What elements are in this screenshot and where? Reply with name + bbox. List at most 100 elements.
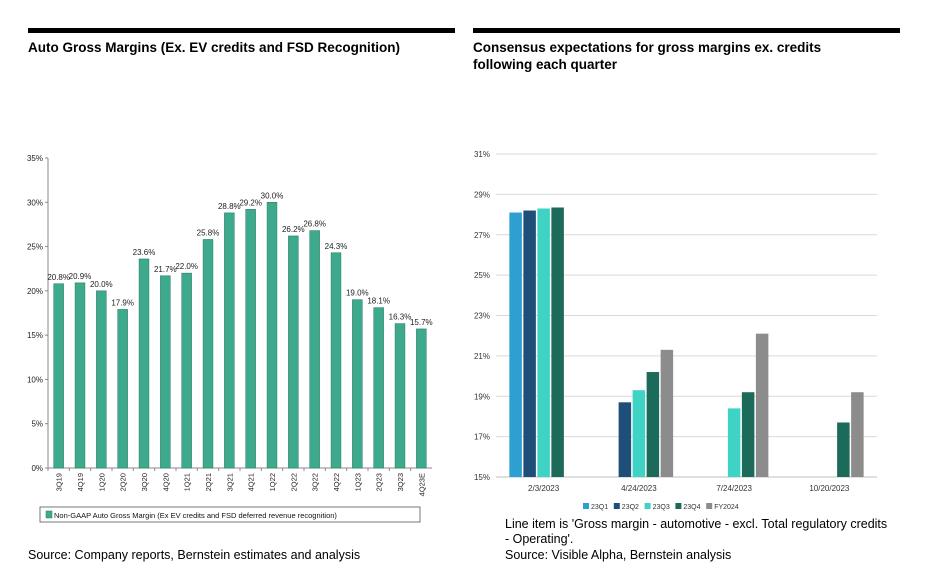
x-tick-label: 3Q21 — [225, 473, 234, 491]
right-source-note: Source: Visible Alpha, Bernstein analysi… — [505, 548, 732, 562]
bar — [523, 210, 536, 477]
y-tick-label: 20% — [27, 287, 43, 296]
data-label: 15.7% — [410, 318, 433, 327]
y-tick-label: 15% — [474, 473, 490, 482]
y-tick-label: 30% — [27, 198, 43, 207]
x-tick-label: 2Q22 — [289, 473, 298, 491]
x-tick-label: 7/24/2023 — [716, 484, 752, 493]
data-label: 24.3% — [325, 242, 348, 251]
bar — [727, 408, 741, 477]
bar — [117, 309, 128, 469]
bar — [181, 272, 192, 469]
bar — [851, 392, 864, 477]
bar — [266, 201, 278, 469]
legend-swatch — [613, 503, 620, 509]
right-note-line1: Line item is 'Gross margin - automotive … — [505, 517, 888, 531]
y-tick-label: 35% — [27, 154, 43, 163]
y-tick-label: 17% — [474, 433, 490, 442]
bar — [837, 422, 850, 477]
bar — [138, 258, 150, 469]
left-source-note: Source: Company reports, Bernstein estim… — [28, 548, 361, 562]
y-tick-label: 21% — [474, 352, 490, 361]
data-label: 22.0% — [175, 262, 198, 271]
bar — [416, 328, 427, 469]
bar — [160, 275, 171, 469]
y-tick-label: 25% — [474, 271, 490, 280]
data-label: 16.3% — [389, 313, 412, 322]
bar — [53, 283, 64, 469]
bar — [537, 208, 550, 477]
bar — [74, 282, 86, 469]
x-tick-label: 4Q23E — [417, 473, 426, 496]
x-tick-label: 1Q21 — [183, 473, 192, 491]
bar — [224, 212, 235, 469]
y-tick-label: 27% — [474, 231, 490, 240]
data-label: 19.0% — [346, 289, 369, 298]
x-tick-label: 2/3/2023 — [528, 484, 560, 493]
bar — [632, 390, 646, 477]
legend-swatch — [45, 510, 53, 519]
legend-box — [39, 506, 421, 523]
bar — [373, 307, 384, 469]
data-label: 20.9% — [69, 272, 92, 281]
data-label: 20.8% — [47, 273, 70, 282]
x-tick-label: 2Q23 — [375, 473, 384, 491]
bar — [618, 402, 632, 477]
y-tick-label: 10% — [27, 375, 43, 384]
right-chart-title-line2: following each quarter — [473, 57, 618, 72]
x-tick-label: 4Q19 — [76, 473, 85, 491]
legend-label: 23Q2 — [622, 504, 639, 511]
legend-swatch — [644, 503, 651, 509]
bar — [660, 349, 674, 477]
data-label: 30.0% — [261, 191, 284, 200]
legend-label: Non-GAAP Auto Gross Margin (Ex EV credit… — [54, 511, 337, 520]
y-tick-label: 0% — [31, 464, 43, 473]
x-tick-label: 1Q20 — [97, 473, 106, 491]
data-label: 26.2% — [282, 225, 305, 234]
x-tick-label: 3Q19 — [55, 473, 64, 491]
data-label: 25.8% — [197, 228, 220, 237]
right-chart-title-line1: Consensus expectations for gross margins… — [473, 40, 822, 55]
y-tick-label: 19% — [474, 392, 490, 401]
data-label: 23.6% — [133, 248, 156, 257]
left-chart-title: Auto Gross Margins (Ex. EV credits and F… — [28, 40, 401, 55]
x-tick-label: 4Q22 — [332, 473, 341, 491]
data-label: 28.8% — [218, 202, 241, 211]
x-tick-label: 10/20/2023 — [809, 484, 850, 493]
y-tick-label: 25% — [27, 243, 43, 252]
legend-label: 23Q1 — [591, 504, 608, 511]
legend-label: 23Q4 — [683, 504, 700, 511]
data-label: 17.9% — [111, 298, 134, 307]
bar — [352, 299, 363, 469]
data-label: 21.7% — [154, 265, 177, 274]
data-label: 26.8% — [303, 220, 326, 229]
data-label: 29.2% — [239, 198, 262, 207]
y-tick-label: 15% — [27, 331, 43, 340]
y-tick-label: 5% — [31, 420, 43, 429]
y-tick-label: 29% — [474, 190, 490, 199]
bar — [202, 239, 214, 469]
x-tick-label: 3Q20 — [140, 473, 149, 491]
left-top-rule — [28, 28, 455, 33]
right-top-rule — [473, 28, 900, 33]
y-tick-label: 31% — [474, 150, 490, 159]
bar — [755, 333, 769, 477]
bar — [741, 392, 755, 477]
legend-swatch — [706, 503, 713, 509]
bar — [394, 323, 406, 469]
legend-swatch — [583, 503, 589, 509]
bar — [309, 230, 320, 469]
x-tick-label: 4Q21 — [247, 473, 256, 491]
data-label: 18.1% — [367, 297, 390, 306]
legend-swatch — [675, 503, 682, 509]
legend-label: 23Q3 — [653, 504, 670, 511]
right-note-line2: - Operating'. — [505, 532, 574, 546]
x-tick-label: 2Q21 — [204, 473, 213, 491]
bar — [96, 290, 107, 469]
data-label: 20.0% — [90, 280, 113, 289]
bar — [509, 212, 522, 477]
legend-label: FY2024 — [714, 504, 739, 511]
bar — [646, 372, 660, 477]
